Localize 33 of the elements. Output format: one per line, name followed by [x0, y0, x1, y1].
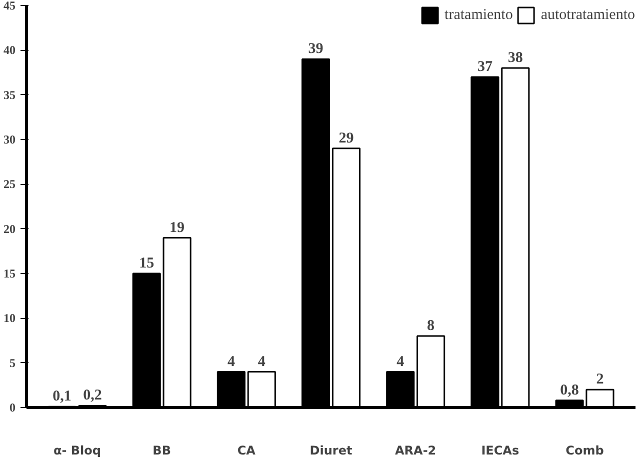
data-label: 4 [396, 354, 405, 370]
data-label: 19 [170, 220, 185, 236]
y-tick-label: 15 [4, 266, 16, 280]
x-tick-label: Comb [566, 444, 604, 458]
y-tick-label: 20 [4, 222, 16, 236]
data-label: 8 [427, 318, 435, 334]
y-tick-label: 0 [10, 400, 16, 414]
data-label: 4 [258, 354, 266, 370]
data-label: 2 [596, 372, 604, 388]
data-label: 37 [477, 58, 493, 75]
x-tick-label: α- Bloq [54, 444, 101, 458]
y-tick-label: 45 [4, 0, 16, 12]
x-tick-label: IECAs [481, 444, 520, 458]
y-tick-label: 35 [4, 88, 16, 102]
x-tick-label: CA [237, 444, 256, 458]
x-tick-label: Diuret [310, 444, 352, 458]
y-tick-label: 30 [4, 132, 16, 146]
data-label: 39 [308, 41, 324, 58]
data-label: 0,2 [83, 388, 102, 404]
x-tick-label: ARA-2 [395, 444, 436, 458]
legend-label: tratamiento [444, 6, 513, 24]
data-label: 4 [227, 354, 236, 370]
legend-label: autotratamiento [540, 6, 635, 24]
data-label: 0,8 [560, 382, 579, 398]
x-tick-label: BB [152, 444, 171, 458]
y-tick-label: 10 [4, 311, 16, 326]
y-tick-label: 5 [10, 356, 16, 370]
data-label: 29 [338, 130, 354, 146]
y-tick-label: 40 [4, 43, 16, 58]
data-label: 0,1 [52, 388, 72, 405]
y-tick-label: 25 [4, 177, 16, 192]
data-label: 15 [139, 256, 154, 272]
data-label: 38 [508, 50, 523, 66]
